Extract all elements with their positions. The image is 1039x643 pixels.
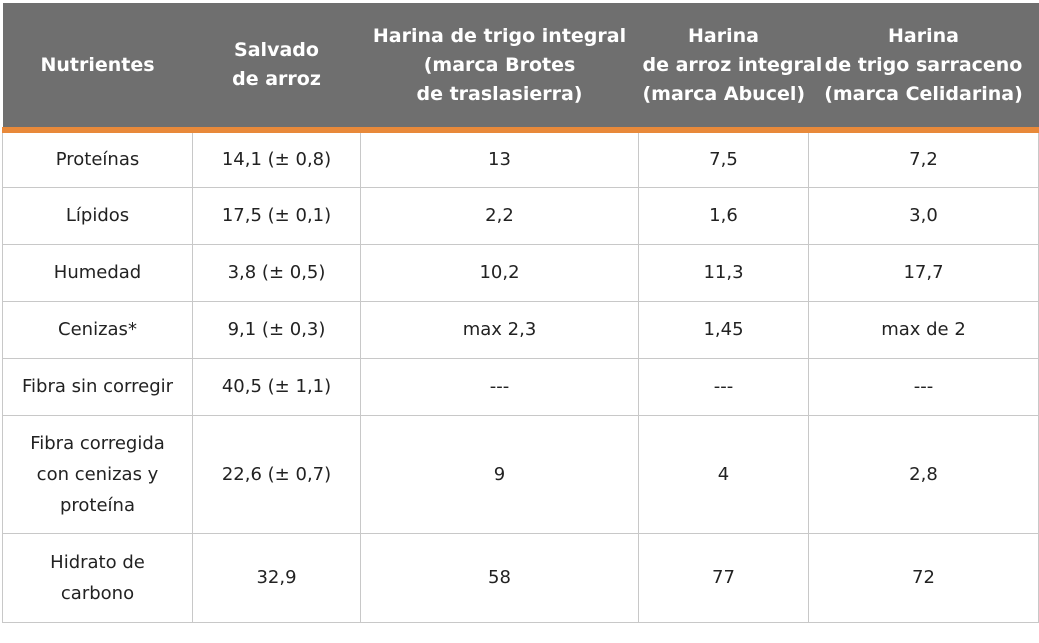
table-cell: 4 [638, 414, 809, 534]
table-cell: 9 [360, 414, 639, 534]
table-cell: 40,5 (± 1,1) [192, 357, 361, 416]
table-cell-nutrient: Proteínas [2, 129, 193, 188]
table-cell: 11,3 [638, 243, 809, 302]
table-cell: --- [808, 357, 1039, 416]
table-cell: 17,7 [808, 243, 1039, 302]
table-cell: max 2,3 [360, 300, 639, 359]
table-cell: --- [360, 357, 639, 416]
nutrient-comparison-table: Nutrientes Salvado de arroz Harina de tr… [2, 3, 1039, 623]
table-cell-nutrient: Fibra sin corregir [2, 357, 193, 416]
table-row: Lípidos 17,5 (± 0,1) 2,2 1,6 3,0 [2, 186, 1039, 245]
table-cell-nutrient: Lípidos [2, 186, 193, 245]
table-cell: 10,2 [360, 243, 639, 302]
header-harina-arroz-integral: Harina de arroz integral (marca Abucel) [638, 3, 822, 133]
table-header: Nutrientes Salvado de arroz Harina de tr… [2, 3, 1039, 133]
table-cell: --- [638, 357, 809, 416]
table-cell: max de 2 [808, 300, 1039, 359]
table-cell: 13 [360, 129, 639, 188]
table-cell: 14,1 (± 0,8) [192, 129, 361, 188]
table-cell: 22,6 (± 0,7) [192, 414, 361, 534]
table-body: Proteínas 14,1 (± 0,8) 13 7,5 7,2 Lípido… [2, 129, 1039, 623]
header-harina-trigo-integral: Harina de trigo integral (marca Brotes d… [360, 3, 639, 133]
table-row: Fibra sin corregir 40,5 (± 1,1) --- --- … [2, 357, 1039, 416]
table-row: Proteínas 14,1 (± 0,8) 13 7,5 7,2 [2, 129, 1039, 188]
table-cell: 32,9 [192, 532, 361, 623]
table-row: Fibra corregida con cenizas y proteína 2… [2, 414, 1039, 534]
table-cell: 58 [360, 532, 639, 623]
table-cell-nutrient: Cenizas* [2, 300, 193, 359]
table-cell-nutrient: Humedad [2, 243, 193, 302]
table-cell: 1,45 [638, 300, 809, 359]
table-cell: 77 [638, 532, 809, 623]
table-cell: 2,2 [360, 186, 639, 245]
table-row: Humedad 3,8 (± 0,5) 10,2 11,3 17,7 [2, 243, 1039, 302]
table-cell: 1,6 [638, 186, 809, 245]
table-cell: 9,1 (± 0,3) [192, 300, 361, 359]
table-cell: 17,5 (± 0,1) [192, 186, 361, 245]
table-cell-nutrient: Fibra corregida con cenizas y proteína [2, 414, 193, 534]
table-row: Cenizas* 9,1 (± 0,3) max 2,3 1,45 max de… [2, 300, 1039, 359]
header-harina-trigo-sarraceno: Harina de trigo sarraceno (marca Celidar… [808, 3, 1039, 133]
table-cell: 2,8 [808, 414, 1039, 534]
table-cell: 72 [808, 532, 1039, 623]
header-salvado-de-arroz: Salvado de arroz [192, 3, 361, 133]
table-cell: 7,5 [638, 129, 809, 188]
table-cell: 7,2 [808, 129, 1039, 188]
table-cell: 3,8 (± 0,5) [192, 243, 361, 302]
table-cell-nutrient: Hidrato de carbono [2, 532, 193, 623]
header-row: Nutrientes Salvado de arroz Harina de tr… [2, 3, 1039, 133]
header-nutrientes: Nutrientes [2, 3, 193, 133]
table-row: Hidrato de carbono 32,9 58 77 72 [2, 532, 1039, 623]
table-cell: 3,0 [808, 186, 1039, 245]
